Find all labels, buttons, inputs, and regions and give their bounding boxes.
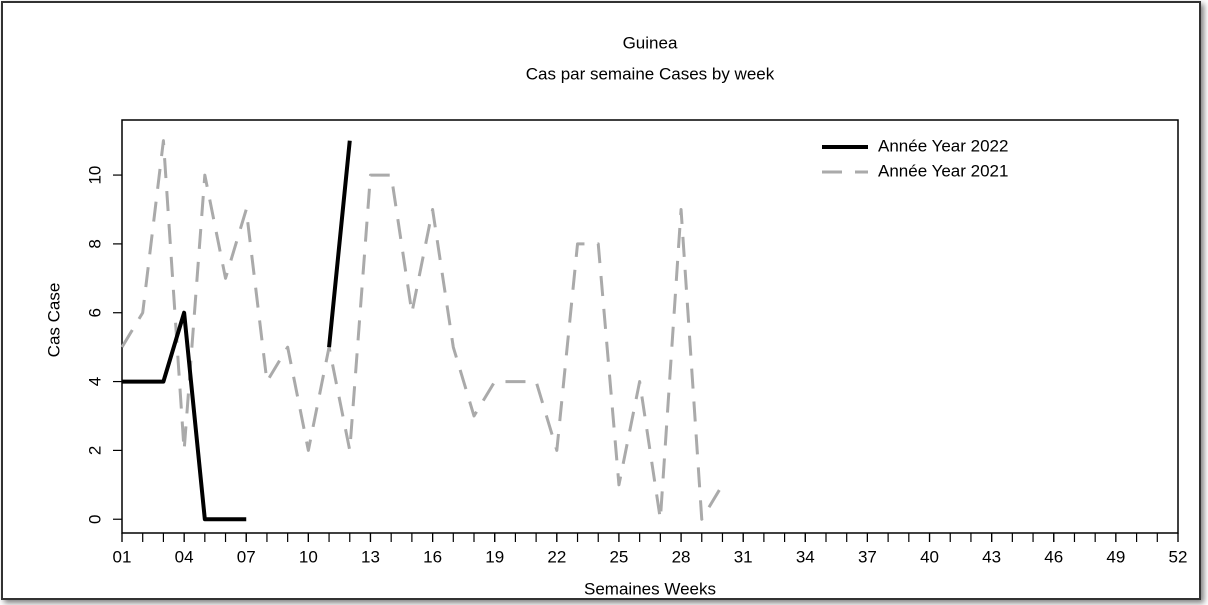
- y-tick-label: 8: [85, 239, 104, 248]
- x-tick-label: 34: [796, 547, 815, 566]
- y-tick-label: 6: [85, 308, 104, 317]
- x-tick-label: 28: [672, 547, 691, 566]
- x-tick-label: 31: [734, 547, 753, 566]
- x-tick-label: 43: [982, 547, 1001, 566]
- x-tick-label: 37: [858, 547, 877, 566]
- x-tick-label: 13: [361, 547, 380, 566]
- y-tick-label: 10: [85, 166, 104, 185]
- line-series: [122, 140, 352, 522]
- y-tick-label: 0: [85, 514, 104, 523]
- x-tick-label: 19: [485, 547, 504, 566]
- x-axis-label: Semaines Weeks: [584, 579, 716, 598]
- x-tick-label: 25: [609, 547, 628, 566]
- chart-subtitle: Cas par semaine Cases by week: [526, 64, 775, 83]
- y-axis-label: Cas Case: [44, 283, 63, 358]
- x-tick-label: 04: [175, 547, 194, 566]
- x-tick-label: 07: [237, 547, 256, 566]
- chart-title: Guinea: [623, 33, 678, 52]
- y-tick-label: 2: [85, 446, 104, 455]
- y-tick-label: 4: [85, 377, 104, 386]
- line-series: [120, 139, 724, 521]
- x-tick-label: 16: [423, 547, 442, 566]
- x-tick-label: 40: [920, 547, 939, 566]
- x-tick-label: 10: [299, 547, 318, 566]
- x-tick-label: 46: [1044, 547, 1063, 566]
- x-tick-label: 22: [547, 547, 566, 566]
- x-tick-label: 01: [113, 547, 132, 566]
- legend-label: Année Year 2021: [878, 161, 1008, 180]
- x-tick-label: 52: [1169, 547, 1188, 566]
- x-tick-label: 49: [1106, 547, 1125, 566]
- legend-label: Année Year 2022: [878, 136, 1008, 155]
- plot-area: [121, 119, 1179, 534]
